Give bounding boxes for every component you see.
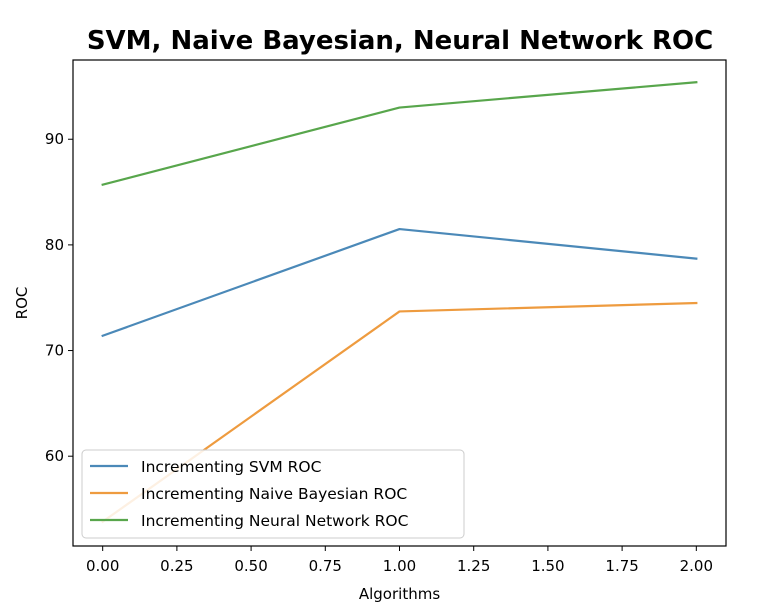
series-line-1	[101, 227, 698, 338]
legend: Incrementing SVM ROC Incrementing Naive B…	[81, 449, 465, 539]
y-axis-ticks: 60 70 80 90	[45, 130, 73, 465]
x-tick-label: 1.00	[383, 557, 416, 575]
x-tick-label: 2.00	[680, 557, 713, 575]
y-tick-label: 60	[45, 447, 64, 465]
y-tick-label: 90	[45, 130, 64, 148]
legend-box	[81, 449, 465, 539]
y-tick-label: 80	[45, 236, 64, 254]
legend-label-2: Incrementing Naive Bayesian ROC	[141, 485, 407, 503]
x-tick-label: 0.50	[234, 557, 267, 575]
y-tick-label: 70	[45, 342, 64, 360]
legend-label-1: Incrementing SVM ROC	[141, 458, 321, 476]
x-axis-ticks: 0.00 0.25 0.50 0.75 1.00 1.25 1.50 1.75 2.00	[86, 546, 713, 575]
x-axis-label: Algorithms	[359, 585, 440, 603]
series-line-3	[101, 80, 698, 187]
chart-title: SVM, Naive Bayesian, Neural Network ROC	[87, 26, 713, 56]
y-axis-label: ROC	[13, 287, 31, 320]
x-tick-label: 0.00	[86, 557, 119, 575]
x-tick-label: 1.75	[605, 557, 638, 575]
x-tick-label: 1.50	[531, 557, 564, 575]
x-tick-label: 0.75	[309, 557, 342, 575]
legend-label-3: Incrementing Neural Network ROC	[141, 512, 408, 530]
x-tick-label: 0.25	[160, 557, 193, 575]
x-tick-label: 1.25	[457, 557, 490, 575]
